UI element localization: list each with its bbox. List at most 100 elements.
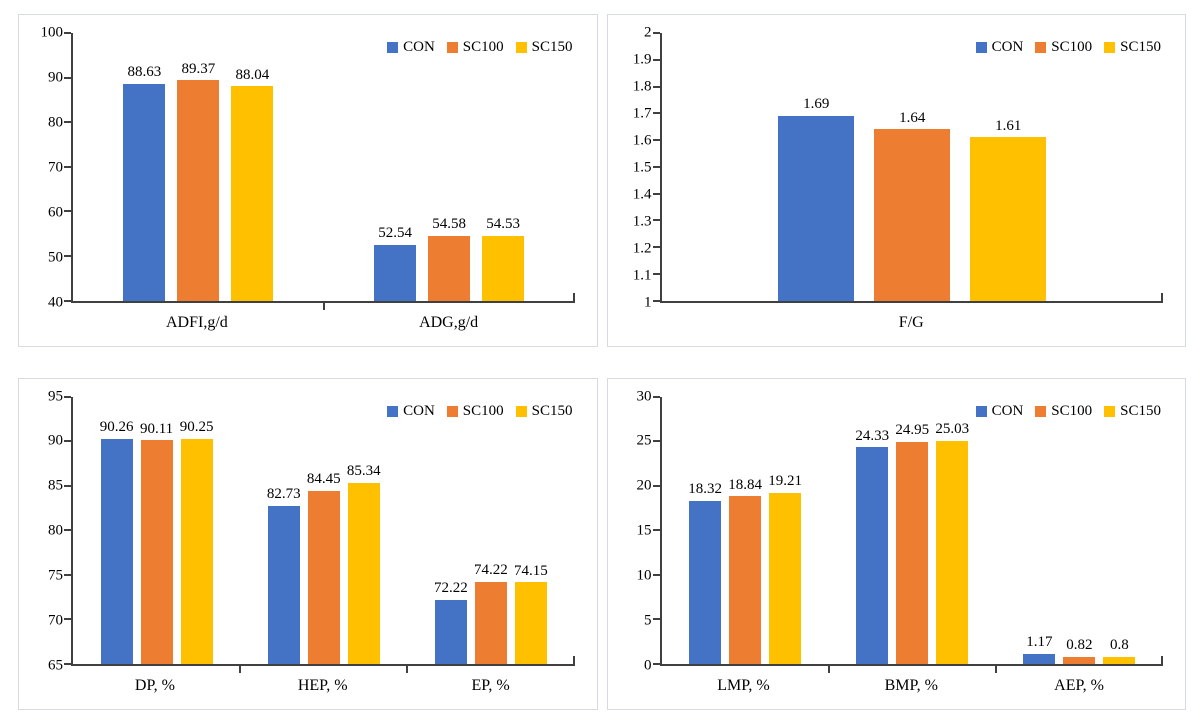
bar-value-label: 24.95: [895, 422, 930, 439]
y-tick-label: 5: [644, 612, 652, 629]
bar-chart-dp-hep-ep: 65 70 75 80 85 90 95 CON SC100 SC150 90.26 90.11 90.…: [19, 379, 597, 710]
y-tick-label: 1.4: [632, 186, 652, 203]
y-tick-label: 1.9: [632, 51, 652, 68]
category-group: 88.63 89.37 88.04: [73, 33, 324, 301]
x-axis-end-tick: [1161, 656, 1163, 664]
x-axis-end-tick: [572, 292, 575, 301]
x-category-label: HEP, %: [297, 677, 348, 694]
y-tick-mark: [652, 484, 660, 487]
legend-label: SC150: [531, 39, 573, 55]
legend-label: SC100: [1051, 39, 1093, 55]
y-tick-label: 25: [636, 432, 652, 449]
bar-value-label: 18.32: [688, 481, 722, 498]
bar-value-label: 54.53: [486, 216, 520, 233]
bar-value-label: 84.45: [306, 471, 341, 488]
y-tick-label: 90: [48, 432, 63, 449]
category-group: 72.22 74.22 74.15: [407, 397, 574, 664]
bar-sc150: 90.25: [180, 419, 213, 664]
category-group: 18.32 18.84 19.21: [662, 397, 829, 664]
legend-swatch-con: [387, 42, 399, 53]
legend-item-con: CON: [387, 39, 435, 56]
bar-sc100: 84.45: [307, 471, 341, 664]
bar-groups: 18.32 18.84 19.21 24.33 24.95 25.03 1.17 0.82 0.…: [662, 397, 1164, 664]
chart-panel-feed-to-gain: 1 1.1 1.2 1.3 1.4 1.5 1.6 1.7 1.8 1.9 2 CON SC100 SC1…: [606, 14, 1186, 347]
bar-sc100: 18.84: [728, 477, 762, 664]
y-tick-mark: [64, 299, 71, 302]
bar-chart-fg: 1 1.1 1.2 1.3 1.4 1.5 1.6 1.7 1.8 1.9 2 CON SC100 SC1…: [608, 15, 1186, 346]
bar-value-label: 89.37: [181, 60, 216, 77]
bar-sc100: 0.82: [1063, 637, 1096, 664]
legend-swatch-con: [975, 405, 987, 417]
legend-swatch-sc100: [1035, 42, 1047, 53]
bar-value-label: 0.8: [1110, 637, 1129, 654]
y-tick-mark: [64, 618, 71, 621]
y-tick-mark: [652, 272, 660, 275]
legend-label: SC150: [1120, 39, 1161, 55]
y-tick-mark: [652, 663, 660, 665]
x-axis-labels: LMP, % BMP, % AEP, %: [660, 668, 1164, 709]
y-tick-mark: [652, 85, 660, 88]
category-group: 90.26 90.11 90.25: [73, 397, 240, 664]
bar-con: 82.73: [267, 486, 301, 664]
y-tick-mark: [652, 112, 660, 115]
y-tick-label: 15: [636, 522, 652, 539]
y-tick-mark: [652, 58, 660, 61]
y-tick-label: 1.3: [632, 213, 652, 230]
y-tick-mark: [652, 529, 660, 532]
y-tick-label: 40: [48, 294, 63, 310]
bar-value-label: 90.25: [179, 419, 214, 436]
y-tick-label: 1.2: [632, 240, 652, 257]
y-tick-mark: [64, 573, 71, 576]
x-tick-mark: [239, 666, 242, 673]
bar-groups: 1.69 1.64 1.61: [662, 33, 1164, 301]
legend: CON SC100 SC150: [975, 402, 1161, 420]
y-tick-mark: [64, 32, 71, 34]
category-group: 1.17 0.82 0.8: [996, 397, 1163, 664]
bar-value-label: 90.11: [139, 420, 174, 437]
y-tick-mark: [64, 440, 71, 443]
legend-item-con: CON: [975, 403, 1023, 420]
y-tick-label: 75: [48, 567, 63, 584]
y-tick-label: 30: [636, 388, 652, 404]
bar-value-label: 90.26: [99, 419, 134, 436]
x-category-label: ADG,g/d: [419, 313, 479, 331]
legend-swatch-sc100: [1035, 405, 1047, 417]
category-group: 24.33 24.95 25.03: [829, 397, 996, 664]
bar-sc150: 1.61: [970, 118, 1047, 301]
y-tick-mark: [64, 663, 71, 665]
y-tick-label: 80: [48, 114, 63, 131]
bar-value-label: 54.58: [432, 216, 466, 232]
y-tick-mark: [64, 76, 71, 79]
legend: CON SC100 SC150: [975, 39, 1161, 56]
y-tick-mark: [64, 395, 71, 398]
legend-label: SC150: [1120, 402, 1161, 419]
bar-con: 24.33: [855, 428, 889, 664]
legend-item-sc100: SC100: [1035, 403, 1092, 420]
legend-swatch-con: [975, 42, 987, 53]
y-tick-label: 0: [644, 657, 652, 674]
bar-sc100: 89.37: [177, 61, 220, 301]
legend: CON SC100 SC150: [387, 402, 573, 420]
legend-label: SC150: [531, 402, 573, 419]
chart-panel-egg-production: 65 70 75 80 85 90 95 CON SC100 SC150 90.26 90.11 90.…: [18, 377, 598, 710]
bar-groups: 88.63 89.37 88.04 52.54 54.58 54.53: [73, 33, 575, 301]
y-tick-mark: [652, 573, 660, 576]
bar-value-label: 25.03: [935, 421, 970, 438]
bar-sc100: 90.11: [140, 421, 173, 664]
bar-value-label: 19.21: [768, 473, 802, 490]
y-tick-label: 95: [48, 388, 63, 404]
y-tick-label: 70: [48, 612, 63, 629]
y-axis-labels: 65 70 75 80 85 90 95: [19, 389, 63, 674]
bar-chart-adfi-adg: 40 50 60 70 80 90 100 CON SC100 SC150 88.63 89.37 88…: [19, 15, 597, 346]
plot-area: CON SC100 SC150 88.63 89.37 88.04 52.54 54.58 54…: [64, 32, 575, 310]
bar-sc150: 88.04: [231, 67, 274, 301]
bar-sc150: 74.15: [514, 563, 548, 664]
y-tick-label: 10: [636, 567, 652, 584]
y-tick-mark: [64, 210, 71, 213]
y-tick-mark: [652, 299, 660, 302]
bar-con: 1.69: [778, 96, 855, 301]
y-tick-mark: [64, 165, 71, 168]
x-category-label: LMP, %: [717, 677, 770, 694]
bar-con: 90.26: [100, 419, 133, 664]
bar-sc100: 74.22: [474, 562, 508, 664]
